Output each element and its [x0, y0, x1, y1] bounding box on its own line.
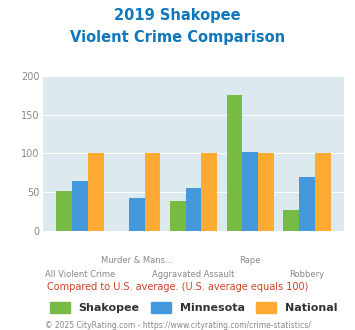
Bar: [88, 153, 104, 231]
Bar: [129, 198, 144, 231]
Bar: [315, 153, 331, 231]
Bar: [258, 153, 274, 231]
Text: Aggravated Assault: Aggravated Assault: [152, 270, 235, 279]
Text: Compared to U.S. average. (U.S. average equals 100): Compared to U.S. average. (U.S. average …: [47, 282, 308, 292]
Bar: [170, 201, 186, 231]
Bar: [72, 182, 88, 231]
Text: Murder & Mans...: Murder & Mans...: [101, 256, 173, 265]
Text: Violent Crime Comparison: Violent Crime Comparison: [70, 30, 285, 45]
Text: Rape: Rape: [240, 256, 261, 265]
Bar: [201, 153, 217, 231]
Bar: [226, 95, 242, 231]
Legend: Shakopee, Minnesota, National: Shakopee, Minnesota, National: [50, 302, 337, 313]
Text: Robbery: Robbery: [289, 270, 324, 279]
Bar: [56, 191, 72, 231]
Text: 2019 Shakopee: 2019 Shakopee: [114, 8, 241, 23]
Bar: [283, 210, 299, 231]
Text: © 2025 CityRating.com - https://www.cityrating.com/crime-statistics/: © 2025 CityRating.com - https://www.city…: [45, 321, 310, 330]
Text: All Violent Crime: All Violent Crime: [45, 270, 115, 279]
Bar: [144, 153, 160, 231]
Bar: [186, 188, 201, 231]
Bar: [299, 178, 315, 231]
Bar: [242, 152, 258, 231]
